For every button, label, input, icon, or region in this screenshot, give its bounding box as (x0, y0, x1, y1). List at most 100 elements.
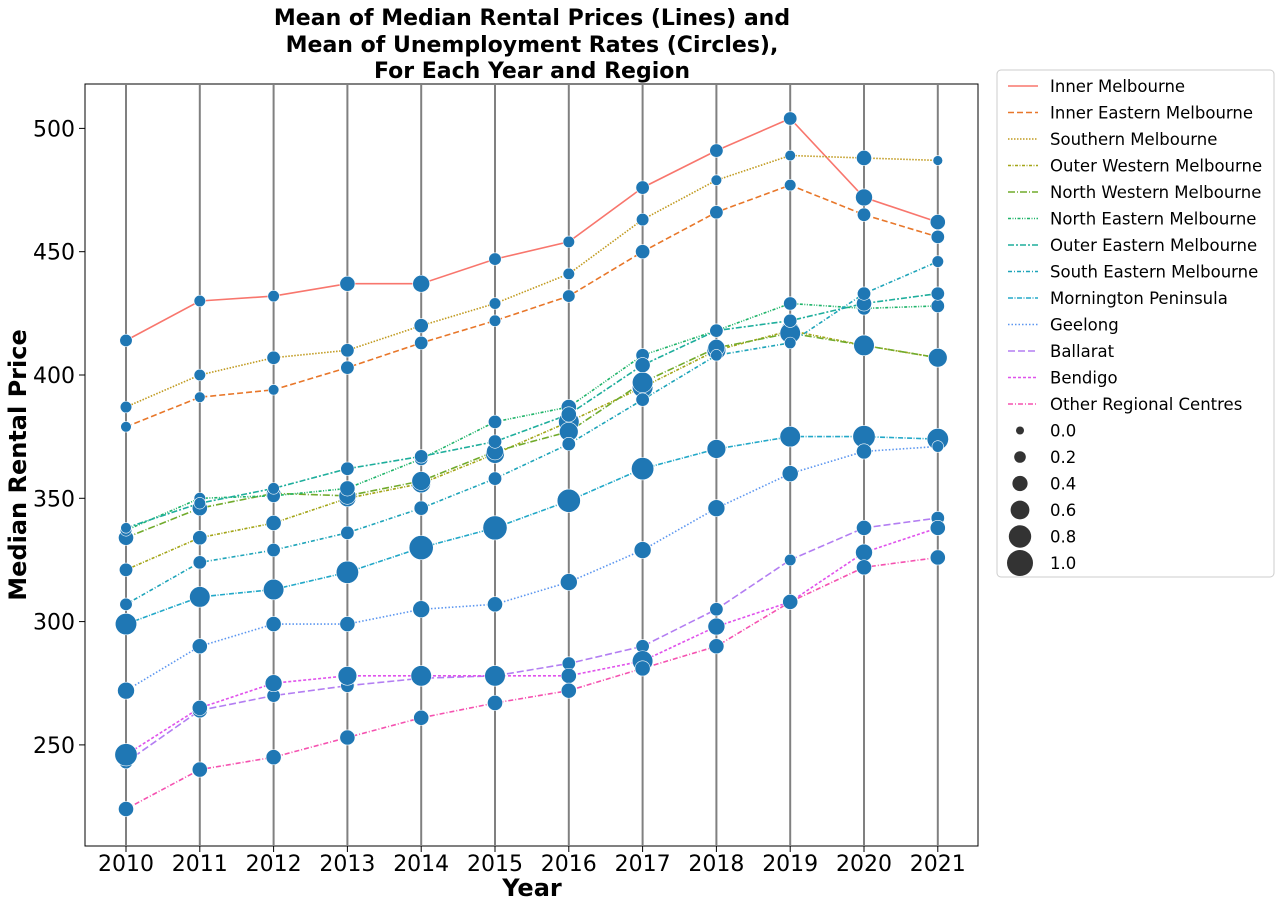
rate-circle (340, 360, 355, 375)
x-tick-label: 2015 (467, 852, 523, 877)
x-tick-label: 2020 (836, 852, 892, 877)
rate-circle (191, 638, 208, 655)
y-tick-label: 350 (33, 487, 75, 512)
rate-circle (267, 482, 280, 495)
rate-circle (264, 674, 283, 693)
rate-circle (413, 709, 430, 726)
x-tick-label: 2018 (688, 852, 744, 877)
rate-circle (119, 333, 133, 348)
x-tick-label: 2011 (172, 852, 228, 877)
legend-size-marker (1008, 525, 1032, 548)
rate-circle (192, 530, 208, 546)
rate-circle (263, 578, 285, 601)
rate-circle (708, 638, 725, 655)
rate-circle (410, 665, 432, 687)
series-line-1 (125, 184, 939, 428)
rate-circle (636, 213, 650, 227)
rate-circle (189, 586, 211, 608)
rate-circle (710, 174, 723, 186)
rate-circle (340, 525, 355, 540)
legend-size-marker (1010, 500, 1030, 520)
legend-label: North Eastern Melbourne (1050, 210, 1256, 229)
legend-label: North Western Melbourne (1050, 183, 1261, 202)
y-tick-label: 500 (33, 117, 75, 142)
x-tick-label: 2019 (762, 852, 818, 877)
rate-circle (560, 682, 577, 699)
plot-area (84, 83, 979, 847)
rate-circle (929, 214, 946, 230)
rate-circle (114, 613, 138, 636)
title-line-2: Mean of Unemployment Rates (Circles), (286, 33, 779, 58)
rate-circle (635, 180, 650, 195)
chart-title: Mean of Median Rental Prices (Lines) and… (274, 6, 790, 84)
legend-box (996, 69, 1275, 578)
legend-size-label: 0.6 (1050, 501, 1076, 520)
rate-circle (783, 313, 798, 328)
series-line-5 (125, 302, 938, 532)
legend: Inner Melbourne Inner Eastern Melbourne So… (996, 69, 1275, 578)
rate-circle (193, 368, 206, 382)
series-line-6 (125, 292, 938, 529)
legend-label: Inner Melbourne (1050, 77, 1185, 96)
rate-circle (929, 549, 946, 566)
rate-circle (267, 289, 280, 303)
legend-label: South Eastern Melbourne (1050, 263, 1258, 282)
rate-circle (487, 471, 502, 486)
y-axis-label: Median Rental Price (4, 329, 32, 600)
rate-circle (928, 348, 948, 368)
rate-circle (633, 541, 652, 559)
rate-circle (192, 555, 207, 570)
rate-circle (856, 286, 871, 301)
legend-label: Mornington Peninsula (1050, 289, 1228, 308)
rate-circle (119, 400, 133, 414)
rate-circle (779, 426, 801, 448)
rate-circle (706, 439, 727, 459)
rate-circle (709, 205, 724, 220)
rate-circle (930, 286, 945, 301)
series-line-7 (125, 260, 939, 605)
rate-circle (856, 207, 871, 222)
rate-circle (487, 596, 503, 613)
rate-circle (120, 421, 132, 433)
series-line-11 (125, 527, 939, 756)
series-line-12 (125, 556, 938, 810)
rate-circle (413, 318, 429, 334)
rate-circle (784, 179, 797, 192)
y-axis: 250 300 350 400 450 500 (33, 117, 85, 759)
x-tick-label: 2021 (910, 852, 966, 877)
series-line-0 (125, 117, 939, 342)
y-tick-label: 450 (33, 241, 75, 266)
rate-circle (561, 437, 576, 452)
rate-circle (339, 275, 356, 292)
legend-label: Bendigo (1050, 369, 1118, 388)
title-line-1: Mean of Median Rental Prices (Lines) and (274, 6, 790, 31)
rate-circle (191, 761, 208, 778)
rate-circle (339, 729, 356, 746)
rate-circle (339, 616, 356, 632)
plot-frame (84, 83, 979, 847)
legend-label: Outer Eastern Melbourne (1050, 236, 1257, 255)
rate-circle (337, 666, 358, 686)
y-tick-label: 300 (33, 611, 75, 636)
x-axis: 2010 2011 2012 2013 2014 2015 2016 2017 2018 2019… (98, 846, 966, 877)
rate-circle (562, 289, 576, 303)
rate-circle (856, 519, 872, 536)
rate-circle (856, 559, 872, 576)
legend-label: Geelong (1050, 316, 1119, 335)
rate-circle (487, 434, 502, 449)
rate-circle (265, 749, 282, 766)
series-line-10 (125, 517, 938, 763)
rate-circle (856, 443, 872, 460)
rate-circle (930, 298, 945, 313)
rate-circle (118, 801, 134, 817)
rate-circle (562, 235, 575, 248)
legend-label: Inner Eastern Melbourne (1050, 104, 1253, 123)
rate-circle (266, 350, 281, 365)
legend-size-marker (1016, 426, 1024, 435)
rate-circle (710, 349, 723, 362)
rate-circle (707, 499, 726, 517)
legend-size-label: 0.4 (1050, 475, 1076, 494)
rate-circle (484, 665, 506, 687)
title-line-3: For Each Year and Region (374, 59, 690, 84)
legend-label: Outer Western Melbourne (1050, 157, 1262, 176)
